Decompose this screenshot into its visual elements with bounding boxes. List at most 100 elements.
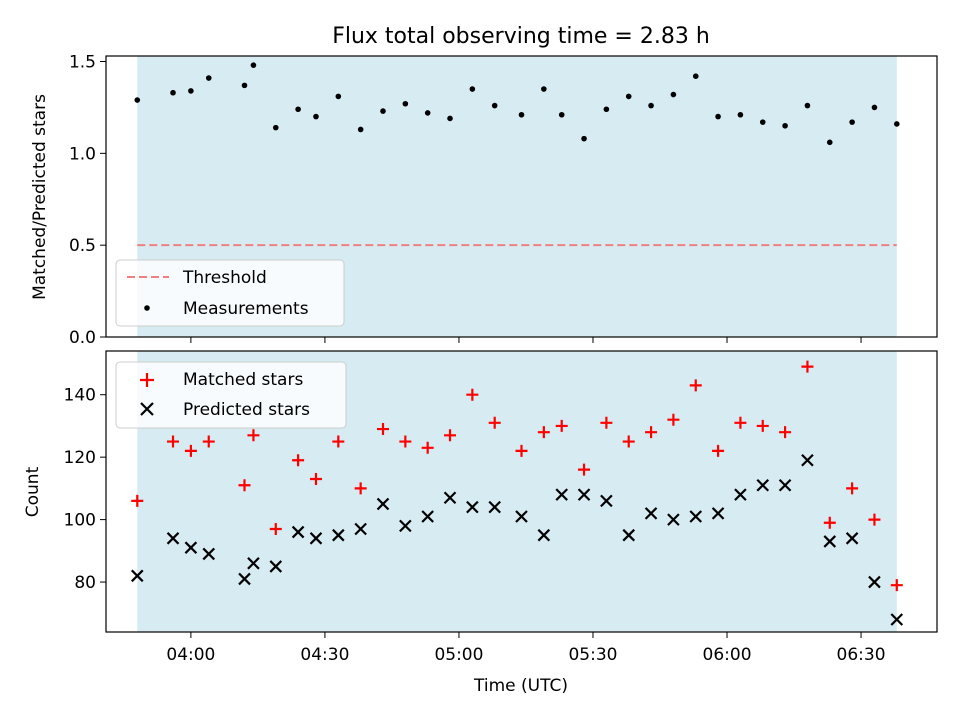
- predicted-star-point: [332, 528, 345, 542]
- measurement-point: [625, 93, 632, 100]
- matched-star-point: [131, 494, 144, 507]
- measurement-point: [250, 62, 257, 68]
- measurement-point: [313, 113, 319, 120]
- legend-predicted-swatch: [140, 402, 154, 416]
- legend-measurements-label: Measurements: [183, 299, 309, 319]
- predicted-star-point: [600, 494, 613, 508]
- predicted-star-point: [488, 500, 501, 514]
- legend-matched-label: Matched stars: [183, 370, 303, 390]
- top-x-ticks: [190, 337, 862, 343]
- measurement-point: [826, 139, 833, 146]
- matched-star-point: [734, 416, 747, 429]
- legend-predicted-label: Predicted stars: [183, 400, 310, 420]
- predicted-star-point: [778, 478, 792, 492]
- measurement-point: [692, 73, 699, 80]
- predicted-star-point: [823, 535, 837, 548]
- predicted-star-point: [443, 491, 457, 505]
- bottom-y-tick-label: 120: [64, 448, 96, 468]
- bottom-y-tick-label: 100: [64, 511, 96, 531]
- measurement-point: [335, 93, 342, 100]
- matched-star-point: [578, 463, 591, 476]
- measurement-point: [541, 86, 547, 92]
- x-axis-label: Time (UTC): [473, 676, 568, 696]
- predicted-star-point: [644, 507, 658, 520]
- predicted-star-point: [577, 488, 591, 501]
- predicted-star-point: [202, 547, 216, 561]
- predicted-star-point: [515, 510, 528, 523]
- x-tick-label: 06:00: [703, 645, 752, 665]
- matched-star-point: [377, 423, 389, 436]
- top-y-tick-label: 1.0: [69, 144, 96, 164]
- matched-star-point: [667, 413, 680, 426]
- predicted-star-point: [166, 532, 180, 545]
- matched-star-point: [515, 444, 528, 457]
- measurement-point: [871, 104, 878, 111]
- bottom-y-tick-label: 140: [64, 386, 96, 406]
- measurement-point: [295, 106, 301, 113]
- predicted-star-point: [801, 454, 814, 467]
- top-panel: 0.0 0.5 1.0 1.5 Matched/Predicted stars Thr…: [30, 53, 938, 348]
- matched-star-point: [890, 579, 903, 592]
- top-y-tick-label: 0.0: [69, 328, 96, 348]
- measurement-point: [447, 115, 453, 122]
- measurement-point: [357, 126, 364, 133]
- matched-star-point: [247, 429, 260, 442]
- measurement-point: [134, 97, 141, 103]
- top-plot-frame: [105, 55, 938, 338]
- predicted-star-point: [734, 488, 747, 501]
- predicted-star-point: [184, 541, 198, 554]
- x-tick-label: 06:30: [837, 645, 886, 665]
- measurement-point: [518, 111, 525, 118]
- top-legend-box: [115, 259, 345, 327]
- measurement-point: [737, 111, 744, 118]
- matched-star-point: [466, 388, 479, 401]
- measurement-point: [188, 88, 194, 94]
- predicted-star-point: [291, 525, 305, 539]
- matched-star-point: [292, 454, 305, 467]
- bottom-legend-box: [115, 361, 347, 429]
- bottom-y-tick-label: 80: [74, 573, 96, 593]
- matched-star-point: [823, 516, 836, 529]
- predicted-star-point: [466, 500, 479, 514]
- predicted-star-point: [622, 528, 636, 542]
- matched-star-point: [779, 426, 792, 439]
- measurement-point: [558, 111, 565, 118]
- predicted-star-point: [537, 528, 551, 542]
- legend-matched-swatch: [140, 373, 154, 387]
- measurement-point: [782, 122, 788, 129]
- matched-star-point: [444, 429, 457, 442]
- measurement-point: [603, 106, 610, 113]
- predicted-star-point: [399, 519, 412, 533]
- matched-star-point: [309, 473, 322, 486]
- top-y-axis: 0.0 0.5 1.0 1.5: [69, 53, 106, 348]
- matched-star-point: [184, 444, 197, 457]
- bottom-plot-frame: [105, 350, 938, 633]
- measurement-point: [424, 110, 431, 116]
- matched-star-point: [537, 426, 550, 439]
- bottom-panel: 80 100 120 140 04:00 04:30 05:00 05:30 06:00 06:…: [23, 350, 938, 696]
- predicted-star-point: [238, 572, 251, 586]
- predicted-star-point: [689, 510, 703, 523]
- measurement-point: [491, 102, 498, 109]
- measurement-point: [469, 86, 476, 92]
- x-tick-label: 04:30: [300, 645, 349, 665]
- x-tick-label: 05:00: [434, 645, 483, 665]
- measurement-point: [893, 121, 900, 127]
- chart-title: Flux total observing time = 2.83 h: [332, 24, 710, 49]
- measurement-point: [849, 119, 855, 125]
- matched-star-point: [399, 435, 412, 448]
- x-tick-label: 04:00: [166, 645, 215, 665]
- matched-star-point: [801, 360, 814, 373]
- predicted-star-point: [711, 507, 725, 520]
- matched-star-point: [846, 482, 859, 495]
- measurement-point: [380, 108, 386, 114]
- top-y-axis-label: Matched/Predicted stars: [30, 94, 50, 300]
- matched-star-point: [622, 435, 635, 448]
- measurement-point: [402, 100, 409, 107]
- measurement-point: [581, 135, 587, 142]
- predicted-star-point: [845, 532, 859, 545]
- matched-star-point: [332, 435, 345, 448]
- predicted-star-point: [130, 569, 144, 583]
- top-y-tick-label: 1.5: [69, 53, 96, 73]
